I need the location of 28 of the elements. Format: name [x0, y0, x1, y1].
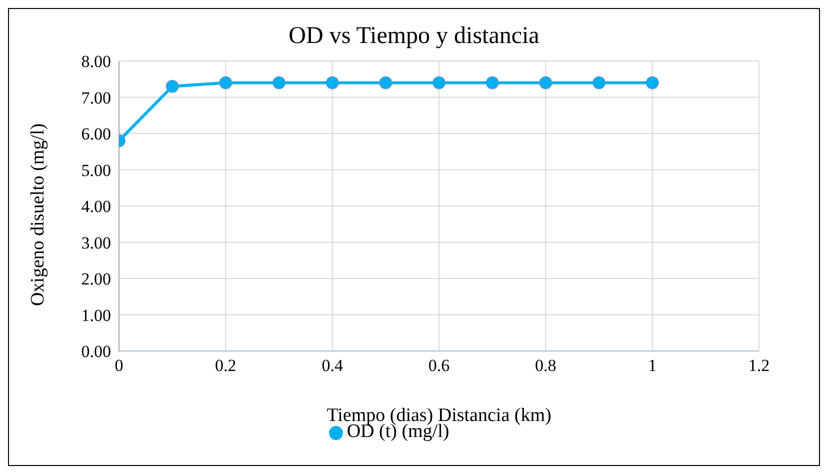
x-tick-label: 1	[648, 356, 657, 376]
chart-title: OD vs Tiempo y distancia	[288, 23, 540, 51]
point	[379, 76, 392, 90]
y-axis-title: Oxigeno disuelto (mg/l)	[28, 123, 49, 306]
x-tick-label: 0.6	[428, 356, 450, 376]
point	[432, 76, 446, 90]
x-tick-label: 0.4	[322, 356, 344, 376]
y-tick-label: 2.00	[81, 270, 111, 289]
y-tick-label: 5.00	[81, 160, 111, 180]
point	[486, 76, 499, 90]
x-tick-label: 0	[114, 356, 124, 376]
x-tick-label: 0.8	[535, 356, 556, 376]
point	[539, 76, 552, 90]
y-tick-label: 4.00	[81, 197, 111, 216]
y-tick-label: 3.00	[81, 233, 111, 252]
point	[646, 76, 659, 90]
y-tick-label: 8.00	[81, 52, 111, 72]
point	[592, 76, 606, 90]
y-tick-label: 6.00	[81, 124, 111, 144]
x-tick-label: 1.2	[748, 356, 770, 376]
point	[326, 76, 339, 90]
y-tick-label: 0.00	[81, 342, 111, 362]
point	[219, 76, 232, 90]
point	[166, 80, 179, 93]
y-tick-label: 1.00	[81, 306, 111, 325]
y-tick-label: 7.00	[81, 88, 111, 108]
point	[272, 76, 286, 90]
x-tick-label: 0.2	[215, 356, 236, 376]
